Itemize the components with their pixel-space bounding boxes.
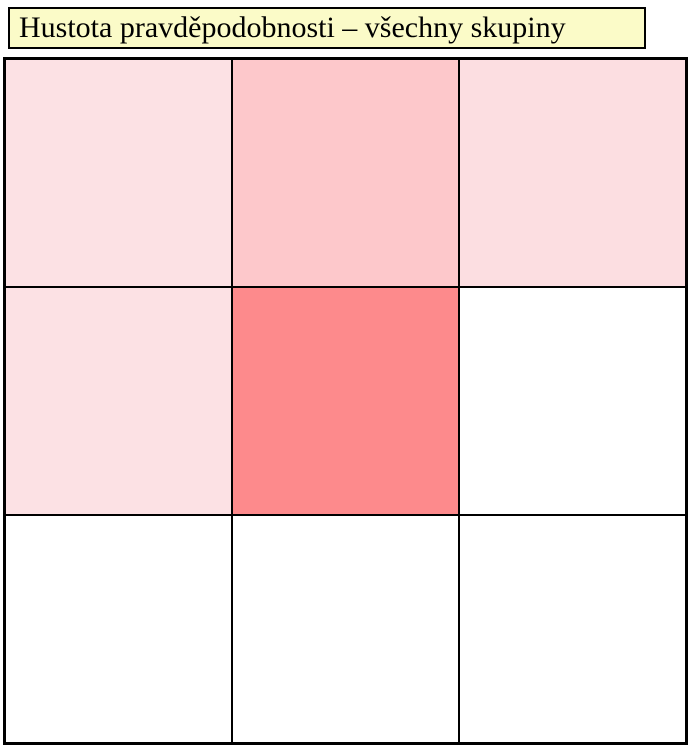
chart-title-box: Hustota pravděpodobnosti – všechny skupi… <box>8 7 646 49</box>
heatmap-cell-r3c2 <box>233 516 458 742</box>
heatmap-cell-r2c1 <box>6 288 231 514</box>
heatmap-cell-r1c1 <box>6 60 231 286</box>
heatmap-cell-r3c1 <box>6 516 231 742</box>
heatmap-cell-r1c3 <box>460 60 685 286</box>
heatmap-cell-r3c3 <box>460 516 685 742</box>
chart-title: Hustota pravděpodobnosti – všechny skupi… <box>19 11 566 44</box>
heatmap-cell-r2c2 <box>233 288 458 514</box>
heatmap-cell-r2c3 <box>460 288 685 514</box>
heatmap-cell-r1c2 <box>233 60 458 286</box>
heatmap-grid <box>3 57 688 745</box>
